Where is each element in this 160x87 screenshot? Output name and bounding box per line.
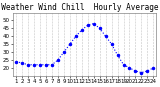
Title: Milwaukee Weather Wind Chill  Hourly Average  (24 Hours): Milwaukee Weather Wind Chill Hourly Aver…: [0, 3, 160, 12]
